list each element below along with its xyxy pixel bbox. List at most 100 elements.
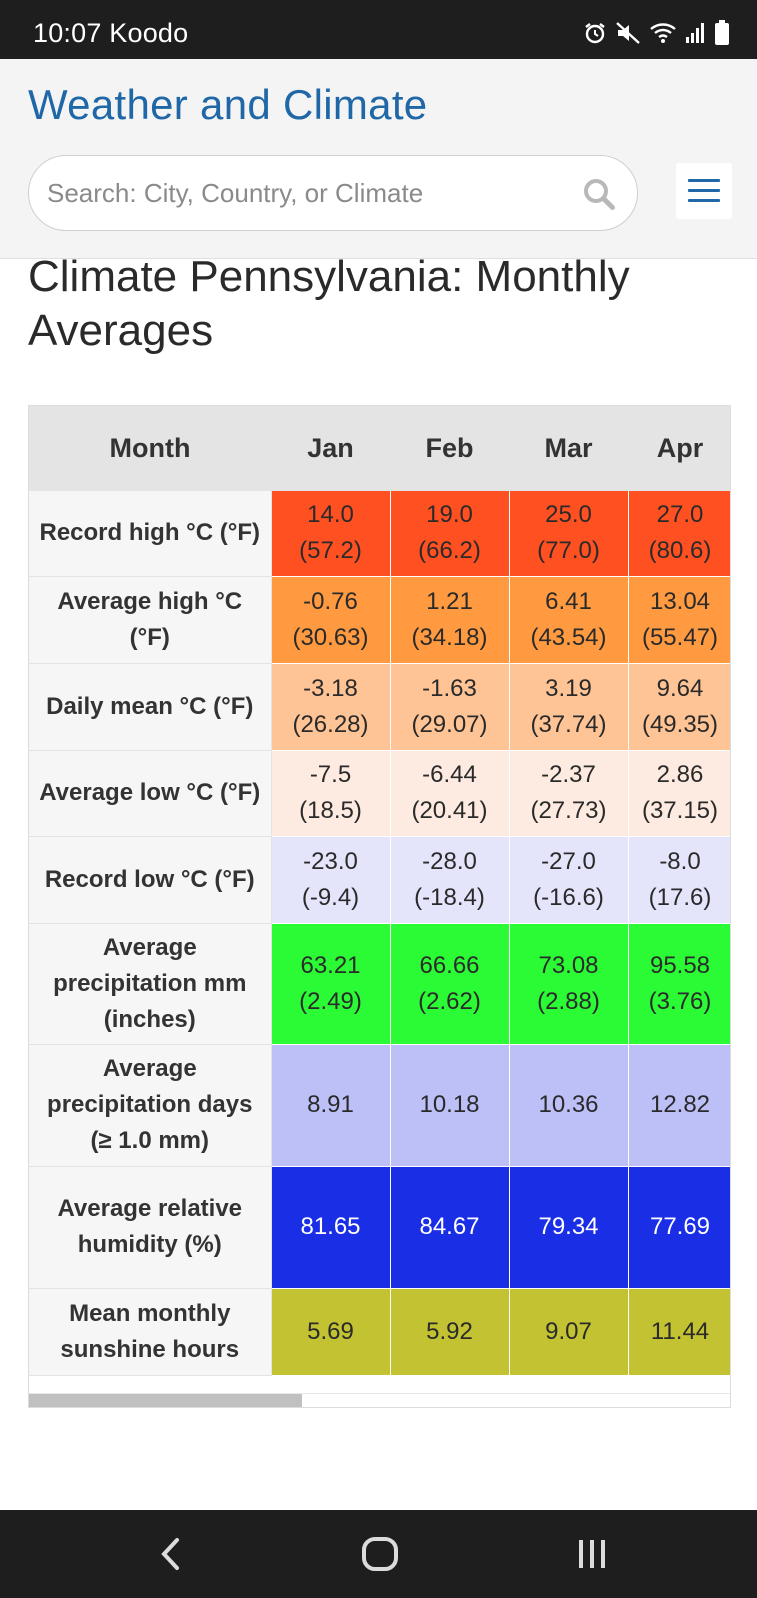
cell-value-fahrenheit: (17.6) [648,883,712,911]
cell-value: -0.76 [303,587,358,615]
row-label: Average precipitation mm (inches) [29,923,272,1045]
table-cell: -7.5 (18.5) [271,750,391,837]
cell-value: 9.64 [656,674,704,702]
search-input[interactable] [47,170,567,216]
hamburger-line [688,189,720,192]
hamburger-line [688,199,720,202]
table-cell: -6.44 (20.41) [390,750,510,837]
table-row: Record low °C (°F) -23.0 (-9.4) -28.0 (-18.4… [29,836,730,924]
table-row: Mean monthly sunshine hours 5.69 5.92 9.07 1… [29,1288,730,1376]
cell-value: 66.66 [419,951,480,979]
cell-value: 27.0 [656,501,704,528]
table-cell: 10.18 [390,1044,510,1167]
row-label: Average low °C (°F) [29,750,272,837]
cell-value: 5.92 [426,1317,473,1345]
table-cell: 25.0 (77.0) [509,490,629,577]
cell-value: -3.18 [303,674,358,702]
cell-value-fahrenheit: (37.74) [530,710,607,738]
climate-table-container[interactable]: Month Jan Feb Mar Apr Record high °C (°F) 14.… [28,405,731,1408]
cell-value: 10.36 [538,1091,599,1118]
cell-value: 6.41 [545,587,592,615]
status-bar: 10:07 Koodo [0,0,757,59]
cell-value: -1.63 [422,674,477,702]
column-header-mar: Mar [509,406,628,491]
cell-value: 81.65 [300,1213,361,1240]
home-icon[interactable] [358,1532,402,1576]
cell-value: 84.67 [419,1213,480,1240]
status-icons [583,20,729,51]
table-cell: -27.0 (-16.6) [509,836,629,924]
table-cell: 6.41 (43.54) [509,576,629,664]
cell-value-fahrenheit: (37.15) [641,797,719,824]
site-header: Weather and Climate [0,59,757,259]
cell-value: 14.0 [307,501,354,528]
cell-value: 11.44 [650,1317,710,1345]
table-cell: 5.92 [390,1288,510,1376]
table-cell: -0.76 (30.63) [271,576,391,664]
table-cell: 3.19 (37.74) [509,663,629,751]
row-label: Average relative humidity (%) [29,1166,272,1289]
cell-value: -23.0 [303,847,358,875]
cell-value-fahrenheit: (55.47) [641,623,719,651]
column-header-jan: Jan [271,406,390,491]
table-cell: 77.69 [628,1166,730,1289]
table-cell: -8.0 (17.6) [628,836,730,924]
table-row: Average precipitation days (≥ 1.0 mm) 8.9… [29,1044,730,1167]
cell-value: 2.86 [656,761,704,788]
cell-value: 19.0 [426,501,473,528]
horizontal-scrollbar[interactable] [29,1393,730,1407]
hamburger-menu-icon [688,179,720,182]
cell-value-fahrenheit: (43.54) [530,623,607,651]
table-cell: 1.21 (34.18) [390,576,510,664]
table-cell: 19.0 (66.2) [390,490,510,577]
column-header-month: Month [29,406,271,491]
cell-value: 95.58 [649,951,711,979]
table-row: Average high °C (°F) -0.76 (30.63) 1.21 (34.… [29,576,730,664]
cell-value-fahrenheit: (57.2) [299,537,362,564]
cell-value: 10.18 [419,1091,480,1118]
table-cell: -2.37 (27.73) [509,750,629,837]
table-cell: 27.0 (80.6) [628,490,730,577]
recent-apps-icon[interactable] [570,1532,614,1576]
row-label: Record low °C (°F) [29,836,272,924]
cell-value-fahrenheit: (29.07) [411,710,488,738]
cell-value: 77.69 [649,1213,711,1240]
search-box[interactable] [28,155,638,231]
back-icon[interactable] [150,1532,194,1576]
cell-value: 13.04 [649,587,711,615]
table-cell: 66.66 (2.62) [390,923,510,1045]
table-row: Average relative humidity (%) 81.65 84.67 7… [29,1166,730,1289]
cell-value: -7.5 [309,761,352,788]
table-cell: 13.04 (55.47) [628,576,730,664]
hamburger-menu-button[interactable] [676,163,732,219]
table-cell: 14.0 (57.2) [271,490,391,577]
table-row: Average precipitation mm (inches) 63.21 (2… [29,923,730,1045]
alarm-icon [583,21,607,50]
search-icon[interactable] [581,176,617,212]
system-nav-bar [0,1510,757,1598]
battery-icon [715,20,729,51]
cell-value: 25.0 [545,501,592,528]
table-cell: -28.0 (-18.4) [390,836,510,924]
mute-icon [615,21,641,50]
table-row: Daily mean °C (°F) -3.18 (26.28) -1.63 (29.0… [29,663,730,751]
table-cell: 63.21 (2.49) [271,923,391,1045]
cell-value: 12.82 [649,1091,711,1118]
cell-value: 5.69 [307,1317,354,1345]
signal-icon [685,21,707,50]
table-cell: 95.58 (3.76) [628,923,730,1045]
table-cell: -1.63 (29.07) [390,663,510,751]
row-label: Mean monthly sunshine hours [29,1288,272,1376]
scrollbar-thumb[interactable] [29,1394,302,1407]
table-cell: 12.82 [628,1044,730,1167]
page-title: Climate Pennsylvania: Monthly Averages [28,252,630,355]
cell-value-fahrenheit: (3.76) [648,987,712,1015]
row-label: Average precipitation days (≥ 1.0 mm) [29,1044,272,1167]
site-brand-link[interactable]: Weather and Climate [28,81,428,128]
cell-value: 73.08 [538,951,599,979]
cell-value-fahrenheit: (26.28) [292,710,369,738]
column-header-apr: Apr [628,406,730,491]
table-cell: 9.07 [509,1288,629,1376]
table-row: Record high °C (°F) 14.0 (57.2) 19.0 (66.2) 2… [29,490,730,577]
row-label: Record high °C (°F) [29,490,272,577]
